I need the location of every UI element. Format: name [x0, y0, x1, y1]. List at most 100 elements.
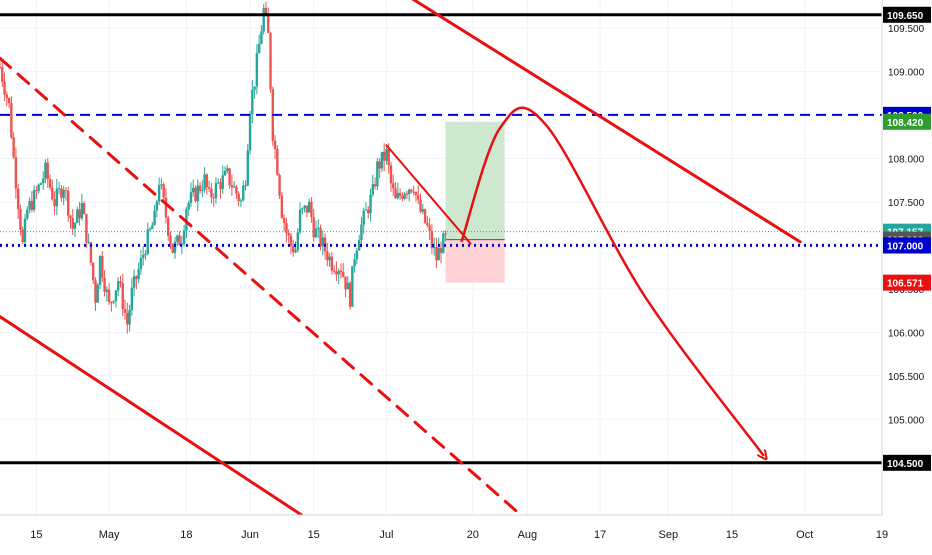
candle-body — [89, 242, 93, 263]
candle-body — [228, 168, 231, 185]
candle-body — [444, 233, 447, 235]
candle-body — [362, 210, 365, 225]
candle-body — [242, 185, 245, 201]
candle-body — [303, 205, 306, 209]
candle-body — [314, 228, 318, 238]
candle-body — [123, 309, 127, 313]
candle-body — [207, 187, 211, 189]
candle-body — [389, 165, 393, 184]
time-tick-label: Jul — [379, 529, 393, 541]
candle-body — [344, 276, 347, 290]
candle-body — [376, 161, 379, 187]
candle-body — [239, 200, 243, 202]
candle-body — [360, 224, 363, 241]
candle-body — [107, 289, 111, 303]
candle-body — [264, 7, 268, 15]
candle-body — [146, 229, 149, 254]
candle-body — [292, 245, 295, 253]
price-tick-label: 108.000 — [888, 154, 925, 165]
candle-body — [417, 195, 420, 200]
candle-body — [307, 201, 311, 213]
candle-body — [332, 270, 336, 272]
candle-body — [428, 225, 431, 232]
candle-body — [330, 256, 334, 271]
candle-body — [71, 218, 74, 229]
candle-body — [353, 259, 356, 267]
price-tick-label: 106.000 — [888, 328, 925, 339]
candle-body — [85, 213, 88, 243]
candle-body — [248, 114, 252, 151]
candle-body — [51, 187, 54, 200]
candle-body — [19, 209, 22, 230]
candle-body — [171, 243, 174, 253]
candle-body — [394, 188, 397, 199]
candle-body — [305, 205, 309, 213]
candle-body — [223, 170, 227, 176]
candle-body — [26, 209, 29, 219]
candle-body — [112, 301, 115, 303]
position-box-layer — [445, 121, 505, 283]
candle-body — [10, 103, 13, 138]
candle-body — [41, 178, 45, 184]
candle-body — [162, 184, 165, 198]
candle-body — [310, 201, 313, 218]
candle-body — [121, 283, 124, 310]
candle-body — [39, 183, 43, 185]
price-tick-label: 109.500 — [888, 24, 925, 35]
time-tick-label: 17 — [594, 529, 606, 541]
candle-body — [396, 193, 400, 199]
candle-body — [253, 86, 256, 90]
candle-body — [378, 161, 381, 169]
candle-body — [430, 231, 434, 249]
candle-body — [130, 287, 134, 311]
candle-body — [373, 184, 377, 187]
candle-body — [273, 140, 277, 150]
candle-body — [1, 67, 4, 82]
candle-body — [337, 270, 340, 275]
candle-body — [187, 203, 190, 210]
candle-body — [278, 174, 281, 196]
time-tick-label: 15 — [726, 529, 738, 541]
candle-body — [157, 185, 161, 202]
candle-body — [296, 232, 299, 251]
time-tick-label: Sep — [659, 529, 679, 541]
candle-body — [237, 193, 240, 202]
price-badge — [883, 454, 931, 471]
candle-body — [276, 149, 279, 175]
candle-body — [385, 148, 388, 161]
candle-body — [294, 250, 297, 253]
candle-body — [169, 235, 172, 244]
candle-body — [244, 185, 247, 187]
price-tick-label: 109.000 — [888, 67, 925, 78]
candle-body — [235, 186, 238, 194]
candle-body — [32, 190, 36, 210]
price-badges-layer: 109.650108.500108.420107.15702:53:45107.… — [883, 6, 931, 471]
candle-body — [132, 276, 136, 288]
candle-body — [16, 188, 20, 210]
horizontal-lines-layer — [0, 13, 882, 465]
price-badge — [883, 274, 931, 291]
trend-line — [411, 0, 802, 244]
candle-body — [7, 98, 11, 104]
candle-body — [164, 197, 168, 218]
candle-body — [167, 217, 170, 236]
candle-body — [298, 209, 302, 233]
time-tick-label: Jun — [241, 529, 259, 541]
candle-body — [339, 270, 343, 273]
candle-body — [342, 272, 345, 277]
time-tick-label: 15 — [30, 529, 42, 541]
candle-body — [139, 257, 143, 270]
candle-body — [173, 241, 177, 253]
price-badge — [883, 6, 931, 23]
candle-body — [269, 33, 272, 90]
candle-body — [53, 199, 56, 207]
candle-body — [410, 189, 413, 192]
price-badge-label: 109.650 — [887, 11, 924, 22]
projection-curve — [460, 106, 763, 456]
candle-body — [369, 194, 372, 214]
candle-body — [328, 256, 331, 261]
time-tick-label: 18 — [180, 529, 192, 541]
candle-body — [69, 215, 72, 219]
candle-body — [301, 208, 304, 210]
candle-body — [178, 235, 181, 246]
